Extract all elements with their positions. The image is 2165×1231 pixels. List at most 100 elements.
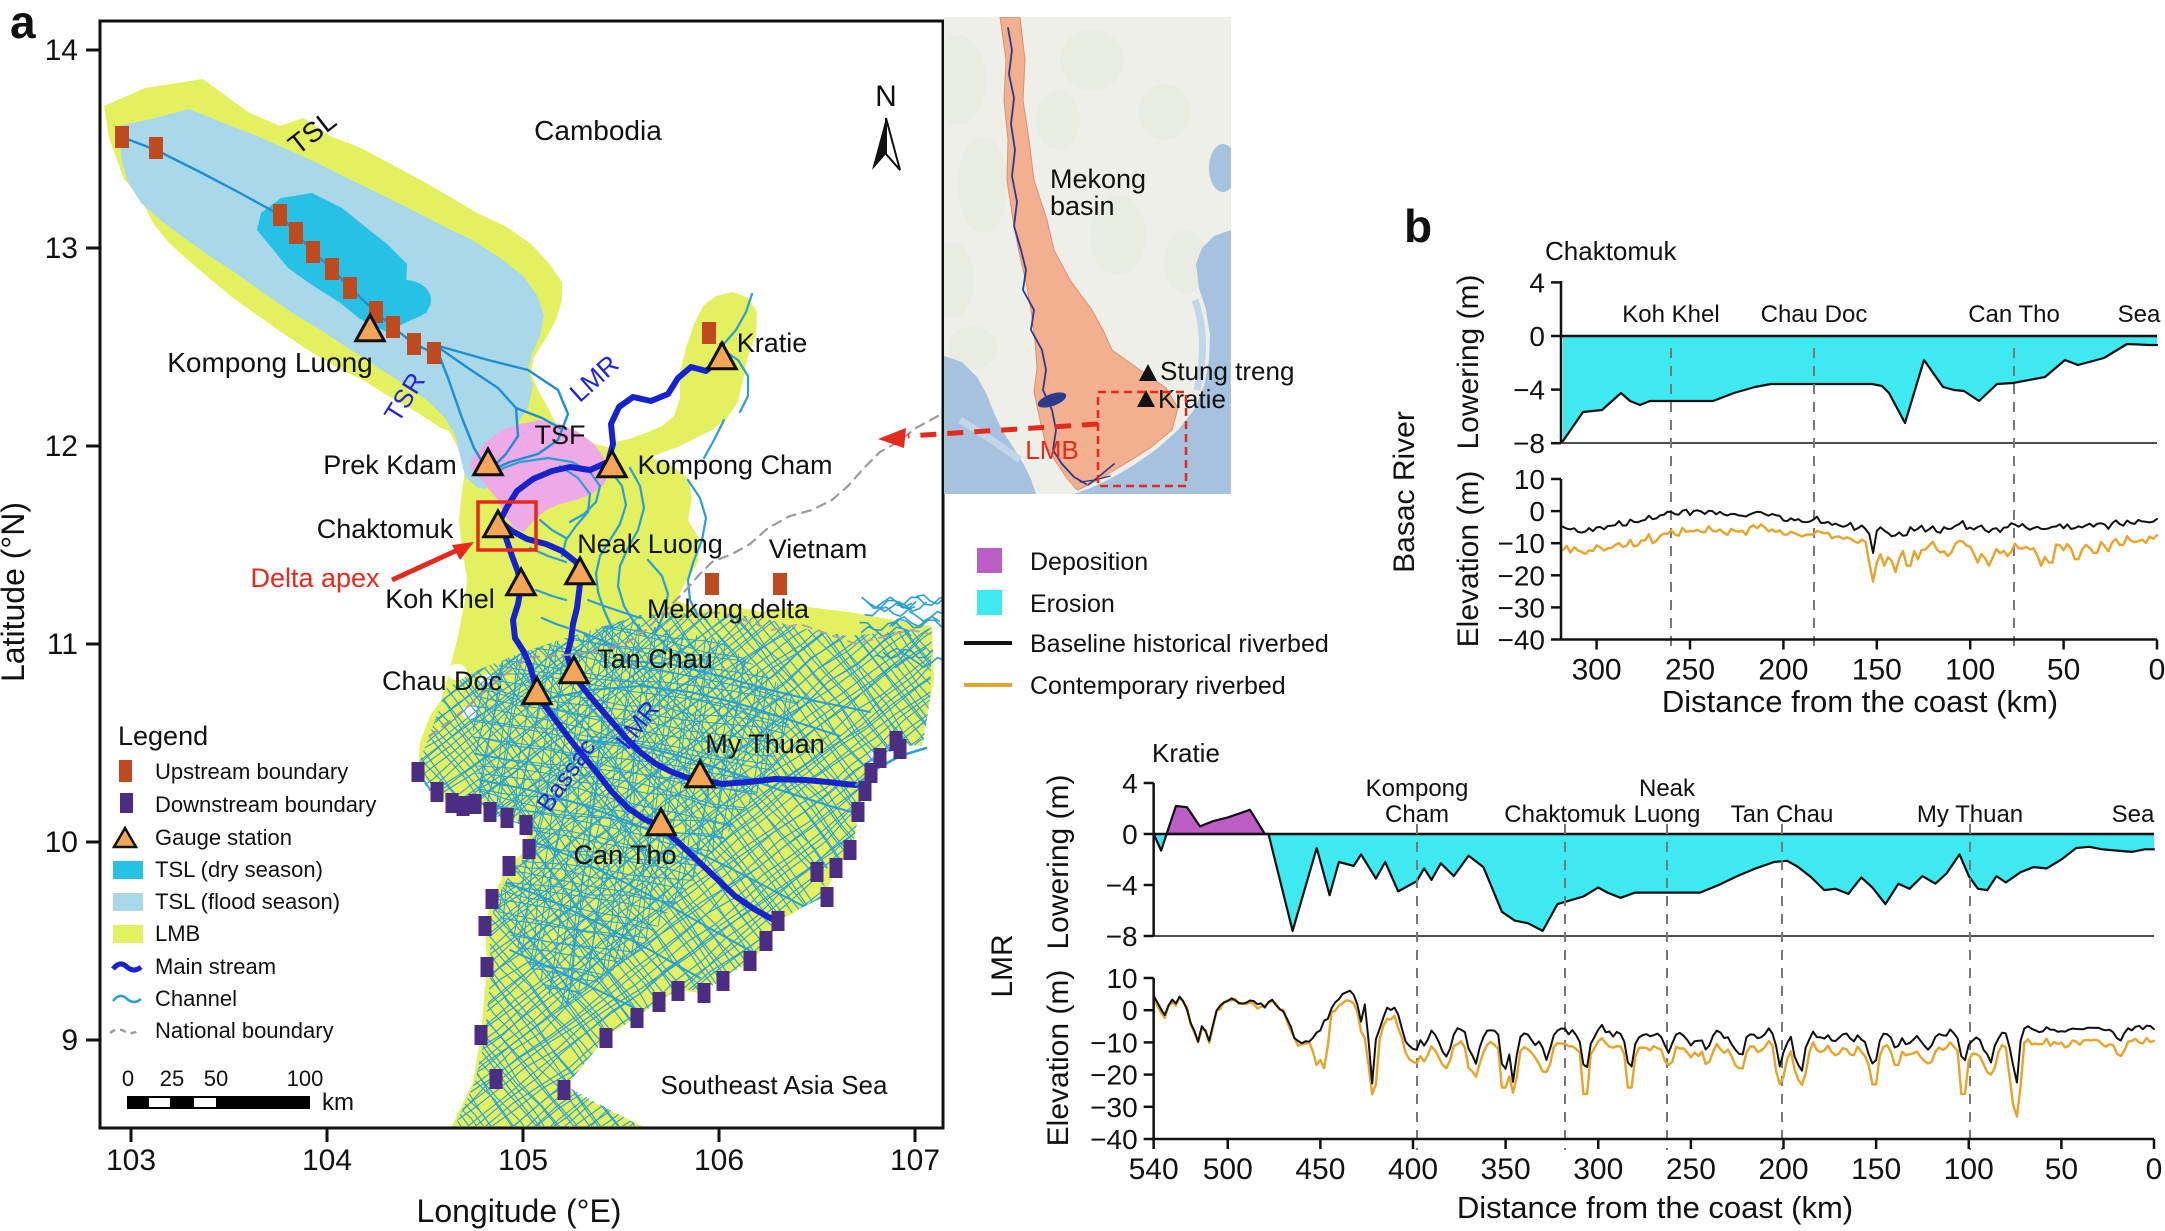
svg-text:Sea: Sea bbox=[2112, 801, 2155, 828]
svg-text:−8: −8 bbox=[1106, 921, 1138, 952]
svg-text:Chaktomuk: Chaktomuk bbox=[1504, 801, 1626, 828]
svg-text:250: 250 bbox=[1665, 654, 1715, 687]
svg-text:150: 150 bbox=[1851, 1153, 1901, 1186]
svg-text:Koh Khel: Koh Khel bbox=[385, 584, 495, 614]
svg-text:−40: −40 bbox=[1090, 1124, 1138, 1155]
svg-text:105: 105 bbox=[498, 1144, 548, 1177]
svg-text:4: 4 bbox=[1122, 768, 1138, 799]
svg-text:Kratie: Kratie bbox=[737, 328, 808, 358]
svg-text:200: 200 bbox=[1758, 1153, 1808, 1186]
svg-text:Erosion: Erosion bbox=[1030, 590, 1115, 618]
svg-text:km: km bbox=[322, 1089, 354, 1116]
svg-text:540: 540 bbox=[1129, 1153, 1179, 1186]
svg-text:14: 14 bbox=[45, 34, 78, 67]
svg-text:a: a bbox=[10, 0, 36, 48]
svg-text:Kompong: Kompong bbox=[1366, 775, 1469, 802]
svg-text:100: 100 bbox=[1944, 1153, 1994, 1186]
svg-text:−30: −30 bbox=[1090, 1092, 1138, 1123]
svg-text:−4: −4 bbox=[1513, 375, 1545, 406]
svg-text:TSF: TSF bbox=[535, 420, 586, 450]
svg-text:0: 0 bbox=[1529, 321, 1545, 352]
svg-text:−40: −40 bbox=[1498, 625, 1546, 656]
svg-text:−10: −10 bbox=[1090, 1027, 1138, 1058]
svg-text:TSL (flood season): TSL (flood season) bbox=[155, 889, 340, 914]
svg-text:Can Tho: Can Tho bbox=[573, 840, 676, 870]
svg-text:Kompong Cham: Kompong Cham bbox=[637, 450, 832, 480]
svg-text:Mekong delta: Mekong delta bbox=[647, 594, 810, 624]
svg-text:Contemporary riverbed: Contemporary riverbed bbox=[1030, 672, 1286, 700]
svg-text:LMB: LMB bbox=[1025, 435, 1078, 465]
svg-text:Can Tho: Can Tho bbox=[1968, 301, 2060, 328]
svg-text:103: 103 bbox=[106, 1144, 156, 1177]
svg-text:My Thuan: My Thuan bbox=[705, 729, 825, 759]
svg-text:0: 0 bbox=[1122, 995, 1138, 1026]
svg-text:Distance from the coast (km): Distance from the coast (km) bbox=[1662, 684, 2058, 719]
svg-text:0: 0 bbox=[1529, 496, 1545, 527]
svg-text:−20: −20 bbox=[1498, 560, 1546, 591]
svg-text:Longitude (°E): Longitude (°E) bbox=[417, 1193, 622, 1229]
svg-text:Koh Khel: Koh Khel bbox=[1622, 301, 1719, 328]
svg-text:Lowering (m): Lowering (m) bbox=[1452, 274, 1485, 449]
svg-text:Southeast Asia Sea: Southeast Asia Sea bbox=[661, 1070, 888, 1100]
svg-text:TSL (dry season): TSL (dry season) bbox=[155, 857, 323, 882]
svg-text:50: 50 bbox=[2045, 1153, 2078, 1186]
svg-text:Cham: Cham bbox=[1385, 801, 1449, 828]
svg-text:National boundary: National boundary bbox=[155, 1018, 334, 1043]
svg-text:Elevation (m): Elevation (m) bbox=[1042, 970, 1075, 1147]
svg-text:0: 0 bbox=[1122, 819, 1138, 850]
svg-text:Main stream: Main stream bbox=[155, 954, 276, 979]
svg-text:Chaktomuk: Chaktomuk bbox=[317, 514, 454, 544]
svg-text:LMR: LMR bbox=[986, 934, 1019, 997]
svg-text:50: 50 bbox=[2047, 654, 2080, 687]
svg-text:300: 300 bbox=[1573, 1153, 1623, 1186]
svg-text:Baseline historical riverbed: Baseline historical riverbed bbox=[1030, 630, 1329, 658]
svg-text:250: 250 bbox=[1666, 1153, 1716, 1186]
svg-text:Stung treng: Stung treng bbox=[1160, 356, 1294, 386]
svg-text:Legend: Legend bbox=[118, 721, 208, 751]
svg-text:Chau Doc: Chau Doc bbox=[1761, 301, 1868, 328]
svg-text:107: 107 bbox=[890, 1144, 940, 1177]
svg-text:9: 9 bbox=[61, 1024, 78, 1057]
svg-text:Lowering (m): Lowering (m) bbox=[1042, 774, 1075, 949]
svg-text:150: 150 bbox=[1852, 654, 1902, 687]
svg-text:Neak: Neak bbox=[1639, 775, 1696, 802]
svg-text:Sea: Sea bbox=[2118, 301, 2161, 328]
svg-text:Vietnam: Vietnam bbox=[769, 534, 868, 564]
svg-text:Latitude (°N): Latitude (°N) bbox=[0, 502, 31, 682]
svg-text:−20: −20 bbox=[1090, 1060, 1138, 1091]
svg-text:0: 0 bbox=[2146, 1153, 2163, 1186]
svg-text:Downstream boundary: Downstream boundary bbox=[155, 792, 376, 817]
svg-text:Kratie: Kratie bbox=[1158, 384, 1226, 414]
svg-text:Distance from the coast (km): Distance from the coast (km) bbox=[1457, 1190, 1853, 1225]
svg-text:400: 400 bbox=[1388, 1153, 1438, 1186]
svg-text:Tan Chau: Tan Chau bbox=[597, 644, 713, 674]
svg-text:Prek Kdam: Prek Kdam bbox=[323, 450, 457, 480]
svg-text:Chau Doc: Chau Doc bbox=[382, 666, 502, 696]
svg-text:b: b bbox=[1404, 200, 1432, 252]
svg-text:0: 0 bbox=[122, 1066, 134, 1091]
svg-text:Mekong: Mekong bbox=[1050, 164, 1146, 194]
svg-text:200: 200 bbox=[1758, 654, 1808, 687]
svg-text:Kratie: Kratie bbox=[1152, 738, 1220, 768]
svg-text:Upstream boundary: Upstream boundary bbox=[155, 759, 348, 784]
svg-text:LMB: LMB bbox=[155, 921, 200, 946]
svg-text:10: 10 bbox=[45, 826, 78, 859]
svg-text:N: N bbox=[875, 80, 897, 113]
svg-text:Tan Chau: Tan Chau bbox=[1731, 801, 1834, 828]
svg-text:11: 11 bbox=[47, 628, 78, 661]
svg-text:Cambodia: Cambodia bbox=[534, 115, 662, 146]
svg-text:450: 450 bbox=[1295, 1153, 1345, 1186]
svg-text:0: 0 bbox=[2149, 654, 2165, 687]
svg-text:50: 50 bbox=[204, 1066, 228, 1091]
svg-text:104: 104 bbox=[302, 1144, 352, 1177]
svg-text:12: 12 bbox=[45, 430, 78, 463]
svg-text:Deposition: Deposition bbox=[1030, 548, 1148, 576]
svg-text:Basac River: Basac River bbox=[1388, 411, 1421, 573]
svg-text:10: 10 bbox=[1106, 963, 1137, 994]
svg-text:100: 100 bbox=[1945, 654, 1995, 687]
svg-text:Channel: Channel bbox=[155, 986, 237, 1011]
svg-text:106: 106 bbox=[694, 1144, 744, 1177]
svg-text:Neak Luong: Neak Luong bbox=[577, 529, 723, 559]
svg-text:Chaktomuk: Chaktomuk bbox=[1545, 236, 1677, 266]
svg-text:Elevation (m): Elevation (m) bbox=[1452, 471, 1485, 648]
